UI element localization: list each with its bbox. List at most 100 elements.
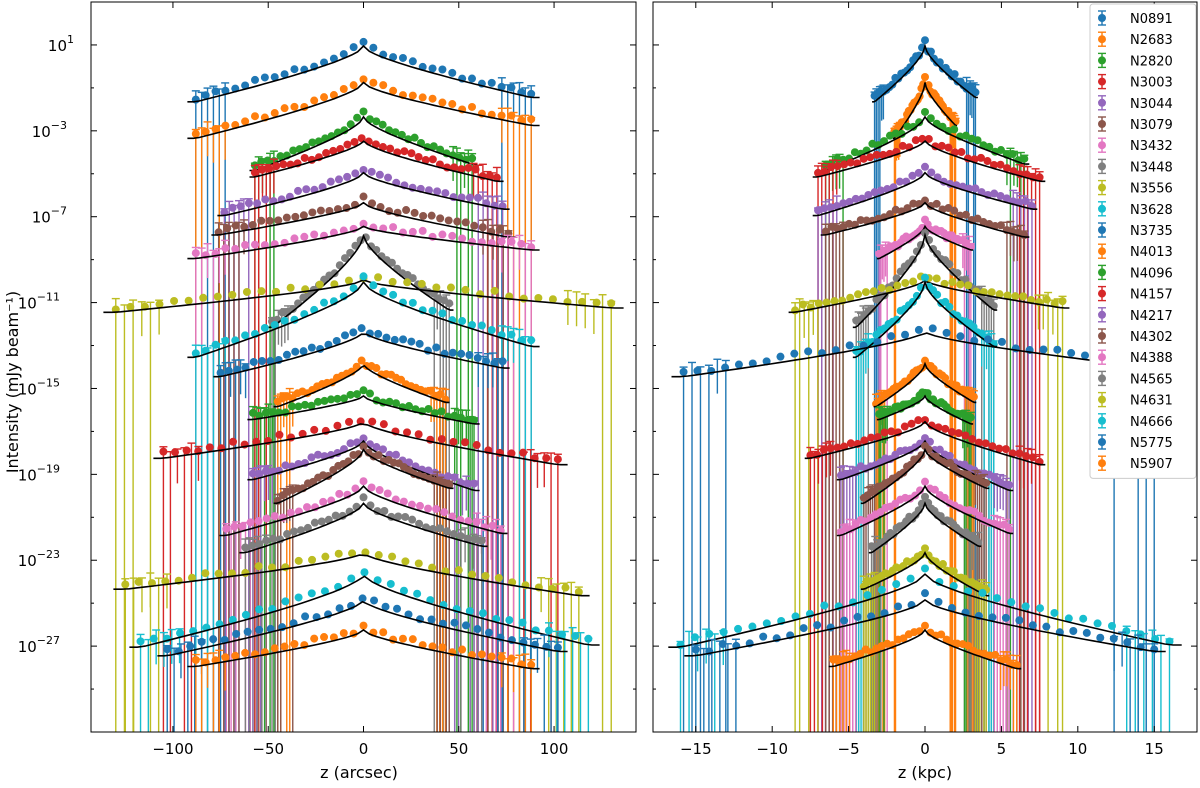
data-point (1028, 621, 1037, 630)
data-point (310, 425, 319, 434)
legend-marker (1098, 395, 1106, 404)
data-point (221, 86, 230, 95)
data-points-n4388 (836, 477, 1014, 537)
series-n5907 (187, 621, 540, 732)
data-point (427, 615, 436, 624)
data-points-n3628 (191, 272, 536, 358)
data-point (248, 541, 257, 550)
data-point (346, 439, 355, 448)
data-point (997, 337, 1006, 346)
data-point (860, 436, 869, 445)
data-point (941, 374, 950, 383)
data-point (762, 357, 771, 366)
data-point (419, 211, 428, 220)
fit-line-n3003 (249, 140, 504, 183)
data-point (497, 653, 506, 662)
data-point (229, 437, 238, 446)
legend-entry-n3448: N3448 (1098, 158, 1173, 175)
data-point (527, 660, 536, 669)
data-point (320, 633, 329, 642)
data-point (368, 199, 377, 208)
data-point (983, 157, 992, 166)
data-point (921, 36, 929, 45)
x-tick-label: −5 (838, 740, 860, 758)
data-point (961, 210, 970, 219)
data-point (280, 316, 289, 325)
data-point (934, 423, 943, 432)
data-point (952, 381, 961, 390)
data-point (347, 574, 356, 583)
data-point (282, 350, 291, 359)
data-point (281, 597, 290, 606)
data-point (937, 630, 946, 639)
data-point (461, 285, 470, 294)
fit-line-n3079 (820, 201, 1030, 238)
data-point (262, 514, 271, 523)
right-x-axis-label: z (kpc) (898, 763, 952, 782)
fit-line-n4666 (129, 575, 600, 648)
data-point (379, 81, 388, 90)
data-point (477, 650, 486, 659)
data-point (691, 645, 700, 654)
fit-line-n3735 (671, 332, 1166, 378)
data-point (186, 642, 195, 651)
series-n3556 (788, 272, 1070, 732)
data-point (464, 163, 473, 172)
data-point (392, 450, 401, 459)
fit-line-n4157 (804, 420, 1046, 466)
data-point (856, 216, 865, 225)
data-point (359, 386, 368, 395)
legend-marker (1098, 310, 1106, 319)
legend-marker (1098, 416, 1106, 425)
data-point (155, 300, 164, 309)
fit-line-n3044 (812, 171, 1038, 217)
data-point (438, 65, 447, 74)
data-point (820, 601, 829, 610)
data-point (258, 357, 267, 366)
data-point (973, 214, 982, 223)
fit-line-n4388 (836, 484, 1014, 537)
data-point (335, 489, 344, 498)
legend-label: N3735 (1130, 224, 1173, 239)
data-point (211, 87, 220, 96)
data-point (211, 124, 220, 133)
data-point (386, 144, 395, 153)
data-point (171, 448, 180, 457)
series-n4388 (836, 477, 1014, 732)
data-point (211, 340, 220, 349)
data-point (928, 324, 937, 333)
data-point (379, 445, 388, 454)
data-point (321, 552, 330, 561)
legend-label: N3556 (1130, 182, 1173, 197)
data-point (343, 172, 352, 181)
data-point (295, 145, 304, 154)
data-point (1003, 291, 1012, 300)
data-point (885, 210, 894, 219)
legend-label: N3448 (1130, 160, 1173, 175)
data-point (450, 411, 459, 420)
data-point (820, 204, 829, 213)
data-point (329, 54, 338, 63)
data-point (438, 98, 447, 107)
data-point (250, 240, 259, 249)
data-point (945, 302, 954, 311)
data-point (280, 104, 289, 113)
data-point (464, 517, 473, 526)
data-point (470, 535, 479, 544)
data-point (348, 549, 357, 558)
data-point (379, 628, 388, 637)
series-n3079 (211, 192, 516, 732)
data-point (548, 295, 557, 304)
data-point (358, 594, 367, 603)
data-point (428, 64, 437, 73)
data-point (320, 587, 329, 596)
data-point (444, 472, 453, 481)
data-point (893, 281, 902, 290)
data-point (891, 129, 900, 138)
x-tick-label: 100 (540, 740, 569, 758)
data-point (344, 276, 353, 285)
data-point (1122, 627, 1131, 636)
data-point (371, 140, 380, 149)
series-n5775 (684, 589, 1166, 732)
data-point (868, 304, 877, 313)
